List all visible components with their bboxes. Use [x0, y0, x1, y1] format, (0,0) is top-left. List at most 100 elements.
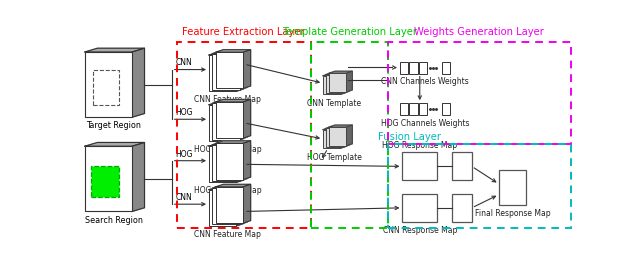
Bar — [85, 52, 132, 117]
Polygon shape — [132, 143, 145, 211]
Bar — [216, 187, 243, 223]
Bar — [442, 62, 450, 74]
Polygon shape — [236, 102, 244, 141]
Polygon shape — [243, 99, 251, 138]
Polygon shape — [340, 128, 346, 148]
Bar — [93, 70, 119, 105]
Polygon shape — [212, 101, 247, 103]
Polygon shape — [329, 71, 352, 73]
Bar — [499, 170, 526, 205]
Bar — [323, 130, 340, 148]
Text: HOG: HOG — [175, 150, 193, 159]
Text: CNN Response Map: CNN Response Map — [383, 225, 457, 235]
Polygon shape — [216, 99, 251, 102]
Bar — [209, 146, 236, 182]
Polygon shape — [216, 50, 251, 52]
Polygon shape — [344, 126, 349, 147]
Bar — [388, 144, 571, 228]
Polygon shape — [243, 184, 251, 223]
Text: Fusion Layer: Fusion Layer — [378, 132, 442, 143]
Polygon shape — [323, 74, 346, 76]
Polygon shape — [209, 187, 244, 190]
Bar — [177, 42, 310, 228]
Bar — [400, 103, 408, 115]
Polygon shape — [344, 72, 349, 93]
Bar — [329, 127, 346, 146]
Bar — [216, 143, 243, 179]
Text: Search Region: Search Region — [84, 215, 143, 225]
Bar — [209, 190, 236, 226]
Text: Final Response Map: Final Response Map — [475, 209, 550, 218]
Polygon shape — [329, 125, 352, 127]
Text: HOG Template: HOG Template — [307, 153, 362, 162]
Polygon shape — [240, 51, 247, 90]
Polygon shape — [326, 126, 349, 128]
Text: HOG Feature Map: HOG Feature Map — [194, 145, 261, 154]
Polygon shape — [209, 144, 244, 146]
Text: HOG Feature Map: HOG Feature Map — [194, 186, 261, 195]
Bar — [403, 194, 437, 222]
Bar — [216, 52, 243, 89]
Bar — [212, 103, 240, 140]
Bar — [91, 166, 119, 197]
Bar — [209, 55, 236, 91]
Polygon shape — [240, 142, 247, 181]
Text: CNN Template: CNN Template — [307, 99, 361, 108]
Polygon shape — [346, 71, 352, 92]
Text: HOG Channels Weights: HOG Channels Weights — [381, 119, 469, 128]
Bar — [419, 62, 428, 74]
Text: Feature Extraction Layer: Feature Extraction Layer — [182, 27, 305, 37]
Bar — [400, 62, 408, 74]
Text: HOG Response Map: HOG Response Map — [382, 141, 458, 150]
Text: Target Region: Target Region — [86, 121, 141, 130]
Polygon shape — [323, 128, 346, 130]
Bar — [212, 188, 240, 225]
Bar — [329, 73, 346, 92]
Polygon shape — [85, 143, 145, 146]
Polygon shape — [236, 187, 244, 226]
Polygon shape — [209, 52, 244, 55]
Polygon shape — [132, 48, 145, 117]
Polygon shape — [85, 48, 145, 52]
Bar — [419, 103, 428, 115]
Polygon shape — [216, 141, 251, 143]
Bar — [216, 102, 243, 138]
Text: Weights Generation Layer: Weights Generation Layer — [414, 27, 544, 37]
Text: CNN Feature Map: CNN Feature Map — [194, 230, 261, 239]
Bar — [452, 153, 472, 180]
Bar — [209, 105, 236, 141]
Text: Template Generation Layer: Template Generation Layer — [282, 27, 417, 37]
Polygon shape — [340, 74, 346, 94]
Bar — [212, 145, 240, 181]
Text: CNN Feature Map: CNN Feature Map — [194, 95, 261, 104]
Polygon shape — [216, 184, 251, 187]
Bar — [323, 76, 340, 94]
Polygon shape — [212, 186, 247, 188]
Text: HOG: HOG — [175, 108, 193, 117]
Polygon shape — [236, 144, 244, 182]
Polygon shape — [212, 51, 247, 54]
Polygon shape — [326, 72, 349, 75]
Bar — [452, 194, 472, 222]
Polygon shape — [243, 50, 251, 89]
Text: CNN Channels Weights: CNN Channels Weights — [381, 77, 469, 86]
Bar — [403, 153, 437, 180]
Bar — [212, 54, 240, 90]
Bar — [85, 146, 132, 211]
Bar — [410, 62, 418, 74]
Polygon shape — [236, 52, 244, 91]
Polygon shape — [346, 125, 352, 146]
Polygon shape — [212, 142, 247, 145]
Polygon shape — [240, 186, 247, 225]
Bar — [310, 42, 388, 228]
Bar — [410, 103, 418, 115]
Text: CNN: CNN — [176, 193, 193, 202]
Polygon shape — [209, 102, 244, 105]
Bar — [326, 75, 344, 93]
Bar — [326, 128, 344, 147]
Bar — [388, 42, 571, 144]
Text: CNN: CNN — [176, 58, 193, 68]
Polygon shape — [243, 141, 251, 179]
Polygon shape — [240, 101, 247, 140]
Bar — [442, 103, 450, 115]
